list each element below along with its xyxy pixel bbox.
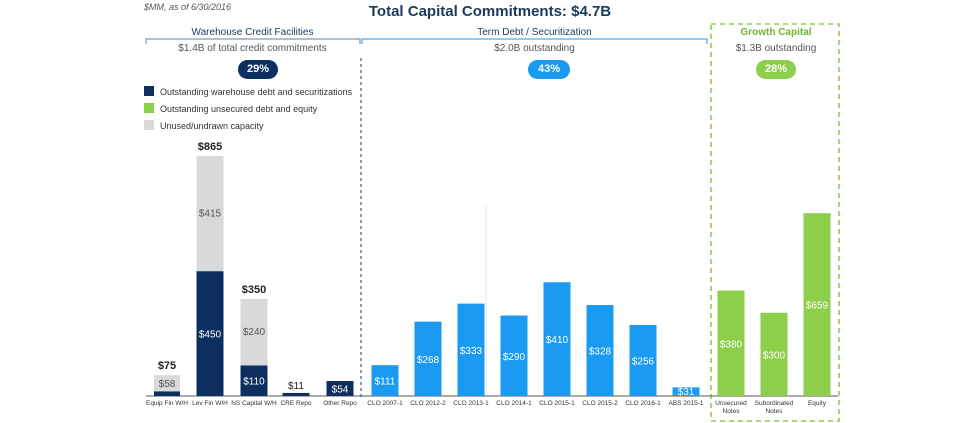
section-title-term: Term Debt / Securitization xyxy=(477,27,592,38)
legend-item-warehouse: Outstanding warehouse debt and securitiz… xyxy=(144,86,352,97)
data-label-outstanding: $54 xyxy=(332,385,349,396)
bar-clo-2012-2 xyxy=(414,321,442,396)
bar-unused-equip-fin-w-h xyxy=(154,375,180,392)
data-label-outstanding: $410 xyxy=(546,335,569,346)
x-tick-label: CLO 2016-1 xyxy=(625,400,661,407)
section-pct-warehouse: 29% xyxy=(238,60,278,79)
data-label-outstanding: $111 xyxy=(375,377,396,388)
legend-item-growth: Outstanding unsecured debt and equity xyxy=(144,103,317,114)
data-label-outstanding: $31 xyxy=(678,387,695,398)
x-tick-label: ABS 2015-1 xyxy=(668,400,703,407)
x-tick-label: CLO 2013-1 xyxy=(453,400,489,407)
x-tick-label: CLO 2007-1 xyxy=(367,400,403,407)
bar-unused-ns-capital-w-h xyxy=(240,298,268,366)
section-title-growth: Growth Capital xyxy=(740,27,812,38)
data-label-outstanding: $380 xyxy=(720,339,743,350)
x-tick-label: Equity xyxy=(808,400,827,407)
total-label: $75 xyxy=(158,360,176,372)
bar-clo-2013-1 xyxy=(457,303,485,396)
x-tick-label: CLO 2012-2 xyxy=(410,400,446,407)
bar-equip-fin-w-h xyxy=(154,391,180,396)
total-label: $350 xyxy=(242,284,266,296)
section-subtitle-growth: $1.3B outstanding xyxy=(735,43,817,54)
data-label-outstanding: $659 xyxy=(806,301,829,312)
total-label: $865 xyxy=(198,141,222,153)
bracket-warehouse xyxy=(145,38,361,44)
data-label-outstanding: $450 xyxy=(199,330,222,341)
bar-unused-lev-fin-w-h xyxy=(196,156,224,272)
data-label-outstanding: $256 xyxy=(632,356,655,367)
bar-clo-2015-2 xyxy=(586,304,614,396)
bar-ns-capital-w-h xyxy=(240,365,268,396)
section-title-warehouse: Warehouse Credit Facilities xyxy=(191,27,314,38)
bar-other-repo xyxy=(326,381,354,396)
legend-swatch xyxy=(144,103,154,113)
section-subtitle-term: $2.0B outstanding xyxy=(494,43,575,54)
data-label-outstanding: $268 xyxy=(417,355,440,366)
legend-label: Outstanding unsecured debt and equity xyxy=(160,104,318,114)
section-pct-term: 43% xyxy=(528,60,570,79)
legend-item-unused: Unused/undrawn capacity xyxy=(144,120,264,131)
data-label-outstanding: $333 xyxy=(460,346,483,357)
bar-lev-fin-w-h xyxy=(196,271,224,396)
bar-clo-2015-1 xyxy=(543,282,571,396)
chart-title: Total Capital Commitments: $4.7B xyxy=(368,3,612,20)
x-tick-label: Unsecured xyxy=(715,400,747,407)
x-tick-label: CRE Repo xyxy=(280,400,311,407)
x-tick-label: NS Capital W/H xyxy=(231,400,277,407)
units-note: $MM, as of 6/30/2016 xyxy=(144,2,232,12)
data-label-outstanding: $110 xyxy=(243,377,265,388)
x-tick-label: Other Repo xyxy=(323,400,357,407)
data-label-unused: $240 xyxy=(243,327,266,338)
x-tick-label: Equip Fin W/H xyxy=(146,400,188,407)
x-tick-label: CLO 2015-1 xyxy=(539,400,575,407)
bar-abs-2015-1 xyxy=(672,387,700,396)
bar-equity xyxy=(803,213,831,396)
bar-subordinated-notes xyxy=(760,312,788,396)
data-label-unused: $415 xyxy=(199,209,222,220)
bar-cre-repo xyxy=(282,392,310,396)
x-tick-label: Subordinated xyxy=(755,400,794,407)
x-tick-label: Lev Fin W/H xyxy=(192,400,228,407)
data-label-outstanding: $300 xyxy=(763,350,786,361)
growth-capital-box xyxy=(710,23,840,422)
x-tick-label: CLO 2014-1 xyxy=(496,400,532,407)
x-tick-label: Notes xyxy=(766,408,784,415)
bar-clo-2007-1 xyxy=(371,365,399,396)
x-tick-label: CLO 2015-2 xyxy=(582,400,618,407)
legend-swatch xyxy=(144,120,154,130)
bracket-term xyxy=(361,38,708,44)
bar-clo-2014-1 xyxy=(500,315,528,396)
data-label-outstanding: $328 xyxy=(589,346,612,357)
total-label: $11 xyxy=(288,381,304,392)
x-tick-label: Notes xyxy=(723,408,741,415)
bar-unsecured-notes xyxy=(717,290,745,396)
data-label-outstanding: $290 xyxy=(503,352,526,363)
bar-clo-2016-1 xyxy=(629,324,657,396)
legend-label: Outstanding warehouse debt and securitiz… xyxy=(160,87,353,97)
section-pct-growth: 28% xyxy=(756,60,796,79)
legend-swatch xyxy=(144,86,154,96)
data-label-unused: $58 xyxy=(159,379,176,390)
section-subtitle-warehouse: $1.4B of total credit commitments xyxy=(178,43,327,54)
legend-label: Unused/undrawn capacity xyxy=(160,121,264,131)
